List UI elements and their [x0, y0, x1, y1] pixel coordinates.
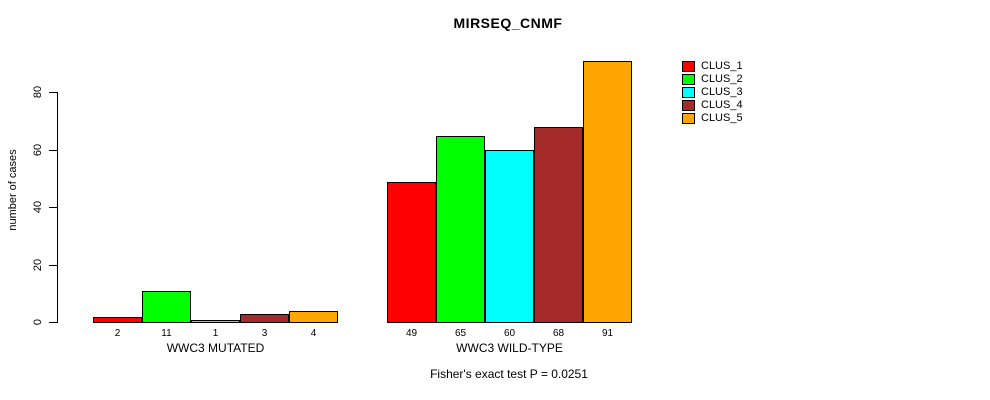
- bar-clus_1-group2: [387, 182, 436, 323]
- bar-clus_1-group1: [93, 317, 142, 323]
- legend-row-clus_2: CLUS_2: [682, 73, 743, 86]
- group-label-1: WWC3 MUTATED: [166, 341, 265, 355]
- legend-row-clus_4: CLUS_4: [682, 99, 743, 112]
- bar-clus_5-group1: [289, 311, 338, 323]
- bar-value-label: 1: [212, 328, 219, 339]
- legend-label: CLUS_3: [701, 86, 743, 98]
- y-axis-line: [57, 92, 58, 323]
- legend-swatch-icon: [682, 113, 695, 124]
- y-tick-label: 80: [32, 85, 44, 99]
- y-tick-label: 40: [32, 200, 44, 214]
- bar-value-label: 2: [114, 328, 121, 339]
- legend-label: CLUS_4: [701, 99, 743, 111]
- bar-value-label: 68: [552, 328, 565, 339]
- y-tick-mark: [49, 149, 57, 151]
- bar-value-label: 11: [161, 328, 172, 339]
- legend-swatch-icon: [682, 100, 695, 111]
- legend-row-clus_5: CLUS_5: [682, 112, 743, 125]
- group-label-2: WWC3 WILD-TYPE: [456, 341, 563, 355]
- y-tick-label: 20: [32, 258, 44, 271]
- y-tick-mark: [49, 207, 57, 208]
- y-tick-mark: [49, 322, 57, 323]
- legend-label: CLUS_1: [701, 60, 743, 72]
- y-tick-label: 60: [32, 143, 44, 156]
- bar-clus_3-group2: [485, 150, 534, 323]
- bar-clus_2-group2: [436, 136, 485, 323]
- caption: Fisher's exact test P = 0.0251: [430, 367, 588, 381]
- bar-value-label: 91: [601, 328, 614, 339]
- bar-value-label: 4: [310, 328, 317, 339]
- legend-row-clus_1: CLUS_1: [682, 60, 743, 73]
- bar-clus_4-group1: [240, 314, 289, 323]
- bar-clus_5-group2: [583, 61, 632, 323]
- chart-title: MIRSEQ_CNMF: [453, 15, 563, 31]
- y-tick-mark: [49, 92, 57, 93]
- legend-row-clus_3: CLUS_3: [682, 86, 743, 99]
- y-axis-title: number of cases: [7, 149, 19, 231]
- legend-label: CLUS_5: [701, 112, 743, 124]
- bar-clus_3-group1: [191, 320, 240, 323]
- legend-label: CLUS_2: [701, 73, 743, 85]
- bar-value-label: 3: [261, 328, 268, 339]
- legend-swatch-icon: [682, 61, 695, 72]
- y-tick-mark: [49, 264, 57, 266]
- legend-swatch-icon: [682, 87, 695, 98]
- legend: CLUS_1 CLUS_2 CLUS_3 CLUS_4 CLUS_5: [682, 60, 743, 125]
- bar-clus_4-group2: [534, 127, 583, 323]
- bar-value-label: 49: [405, 328, 418, 339]
- y-tick-label: 0: [32, 318, 44, 326]
- bar-clus_2-group1: [142, 291, 191, 323]
- bar-value-label: 60: [503, 328, 516, 339]
- legend-swatch-icon: [682, 74, 695, 85]
- bar-value-label: 65: [454, 328, 467, 339]
